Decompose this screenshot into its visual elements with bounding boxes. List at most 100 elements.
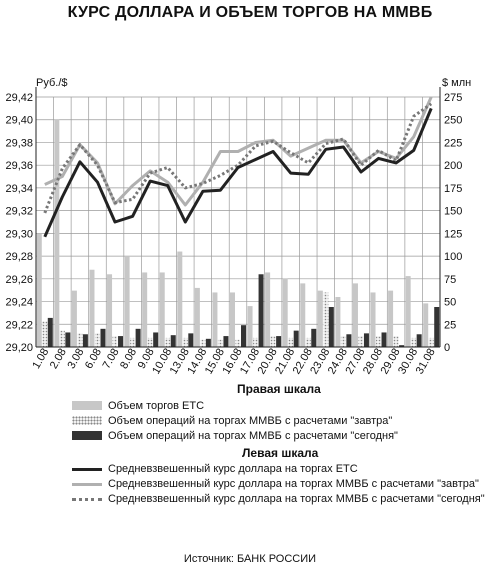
bar-etc-volume [194, 287, 200, 347]
bar-today-volume [434, 307, 440, 347]
bar-today-volume [205, 338, 211, 347]
bar-etc-volume [142, 272, 148, 347]
left-tick-label: 29,42 [5, 92, 33, 104]
bar-today-volume [311, 328, 317, 347]
legend-label-tomorrow-rate: Средневзвешенный курс доллара на торгах … [108, 478, 479, 490]
bar-tomorrow-volume [270, 336, 276, 347]
right-tick-label: 75 [444, 274, 456, 286]
legend-label-today-rate: Средневзвешенный курс доллара на торгах … [108, 493, 485, 505]
bar-etc-volume [388, 290, 394, 347]
bar-today-volume [153, 332, 159, 347]
x-tick-label: 6.08 [83, 347, 104, 372]
left-tick-label: 29,32 [5, 206, 33, 218]
bar-tomorrow-volume [112, 336, 118, 347]
bar-today-volume [399, 345, 405, 347]
right-tick-label: 200 [444, 160, 462, 172]
bar-today-volume [276, 336, 282, 347]
bar-today-volume [363, 333, 369, 347]
bar-tomorrow-volume [130, 337, 136, 347]
bar-today-volume [293, 330, 299, 347]
legend-swatch-tomorrow-volume [72, 416, 102, 425]
line-etc-rate [43, 107, 433, 238]
bar-tomorrow-volume [59, 330, 65, 347]
right-tick-label: 250 [444, 115, 462, 127]
bar-tomorrow-volume [340, 336, 346, 347]
bar-today-volume [223, 336, 229, 347]
bar-etc-volume [282, 278, 288, 347]
bar-tomorrow-volume [165, 337, 171, 347]
legend-label-today-volume: Объем операций на торгах ММВБ с расчетам… [108, 430, 398, 442]
bar-today-volume [241, 325, 246, 347]
bar-etc-volume [265, 272, 271, 347]
right-axis-unit: $ млн [442, 77, 472, 89]
bar-tomorrow-volume [77, 333, 83, 347]
bar-etc-volume [247, 306, 253, 347]
x-tick-label: 3.08 [65, 347, 86, 372]
x-tick-label: 8.08 [118, 347, 139, 372]
left-axis-unit: Руб./$ [36, 77, 68, 89]
bar-tomorrow-volume [393, 336, 399, 347]
legend-line-tomorrow-rate [72, 483, 102, 486]
right-tick-label: 275 [444, 92, 462, 104]
x-tick-label: 2.08 [48, 347, 69, 372]
bar-today-volume [416, 334, 422, 347]
bar-etc-volume [54, 119, 60, 348]
legend-line-today-rate [72, 498, 102, 501]
legend-swatch-etc-volume [72, 401, 102, 410]
left-tick-label: 29,20 [5, 342, 33, 354]
bar-today-volume [100, 328, 106, 347]
bar-tomorrow-volume [411, 337, 417, 347]
right-tick-label: 25 [444, 319, 456, 331]
legend-swatch-today-volume [72, 431, 102, 440]
legend-label-etc-volume: Объем торгов ЕТС [108, 400, 205, 412]
bar-etc-volume [335, 297, 341, 347]
right-tick-label: 225 [444, 137, 462, 149]
left-tick-label: 29,28 [5, 251, 33, 263]
left-tick-label: 29,22 [5, 319, 33, 331]
bar-today-volume [82, 334, 88, 347]
bar-etc-volume [159, 272, 165, 347]
bar-tomorrow-volume [428, 337, 434, 347]
bar-tomorrow-volume [323, 292, 329, 347]
bar-today-volume [135, 328, 141, 347]
bar-tomorrow-volume [217, 339, 223, 347]
right-tick-label: 175 [444, 183, 462, 195]
left-tick-label: 29,30 [5, 228, 33, 240]
bar-etc-volume [423, 303, 429, 347]
bar-tomorrow-volume [358, 336, 364, 347]
bar-etc-volume [300, 283, 306, 347]
bar-tomorrow-volume [253, 337, 259, 347]
left-tick-label: 29,36 [5, 160, 33, 172]
bar-today-volume [381, 332, 387, 347]
bar-tomorrow-volume [288, 337, 294, 347]
right-tick-label: 0 [444, 342, 450, 354]
left-tick-label: 29,26 [5, 274, 33, 286]
bar-tomorrow-volume [305, 337, 311, 347]
left-tick-label: 29,40 [5, 115, 33, 127]
bar-tomorrow-volume [200, 339, 206, 347]
bar-tomorrow-volume [376, 336, 382, 347]
x-tick-label: 1.08 [30, 347, 51, 372]
left-tick-label: 29,24 [5, 297, 33, 309]
bar-today-volume [328, 307, 334, 347]
line-tomorrow-rate [44, 96, 433, 207]
bar-etc-volume [212, 292, 218, 347]
bar-tomorrow-volume [235, 339, 241, 347]
legend-line-etc-rate [72, 468, 102, 471]
legend-label-tomorrow-volume: Объем операций на торгах ММВБ с расчетам… [108, 415, 393, 427]
bar-today-volume [346, 334, 352, 347]
legend-label-etc-rate: Средневзвешенный курс доллара на торгах … [108, 463, 358, 475]
bar-etc-volume [230, 292, 235, 347]
bar-etc-volume [89, 269, 95, 347]
left-tick-label: 29,34 [5, 183, 33, 195]
right-tick-label: 100 [444, 251, 462, 263]
right-tick-label: 50 [444, 297, 456, 309]
bar-today-volume [258, 274, 264, 347]
chart-title: КУРС ДОЛЛАРА И ОБЪЕМ ТОРГОВ НА ММВБ [67, 4, 433, 21]
source-note: Источник: БАНК РОССИИ [183, 553, 317, 565]
bar-etc-volume [352, 283, 358, 347]
left-tick-label: 29,38 [5, 137, 33, 149]
bar-tomorrow-volume [182, 337, 188, 347]
bar-today-volume [47, 317, 53, 347]
